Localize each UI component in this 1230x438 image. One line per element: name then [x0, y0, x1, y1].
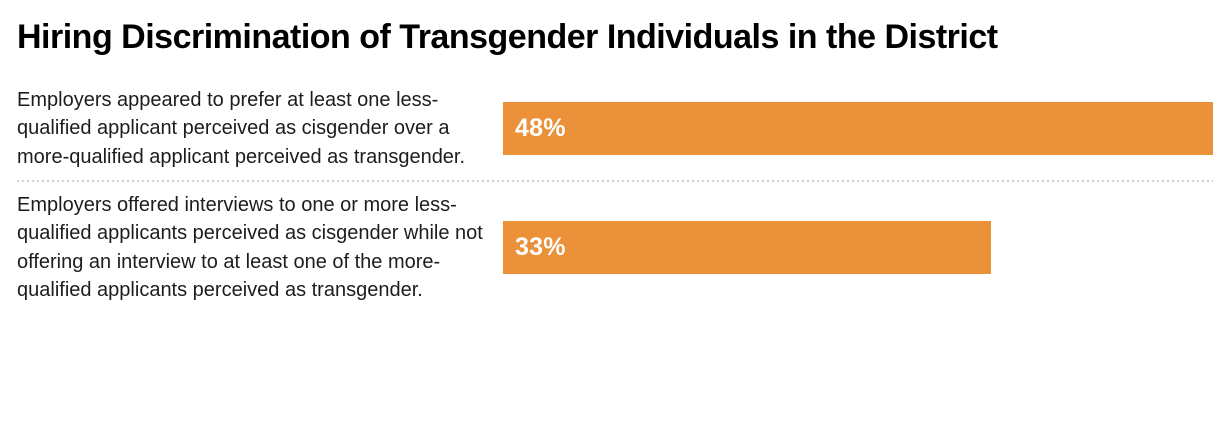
- bar-chart: Employers appeared to prefer at least on…: [17, 86, 1213, 305]
- chart-title: Hiring Discrimination of Transgender Ind…: [17, 18, 998, 56]
- category-label-1: Employers appeared to prefer at least on…: [17, 88, 466, 169]
- bar-track-2: 33%: [503, 221, 1213, 275]
- bar-track-1: 48%: [503, 102, 1213, 156]
- category-label-2: Employers offered interviews to one or m…: [17, 193, 483, 302]
- bar-1: 48%: [503, 102, 1213, 156]
- row-divider: [17, 179, 1213, 182]
- chart-row-2: Employers offered interviews to one or m…: [17, 182, 1213, 305]
- bar-value-label-2: 33%: [515, 233, 566, 262]
- bar-2: 33%: [503, 221, 992, 275]
- chart-row-1: Employers appeared to prefer at least on…: [17, 86, 1213, 180]
- bar-value-label-1: 48%: [515, 114, 566, 143]
